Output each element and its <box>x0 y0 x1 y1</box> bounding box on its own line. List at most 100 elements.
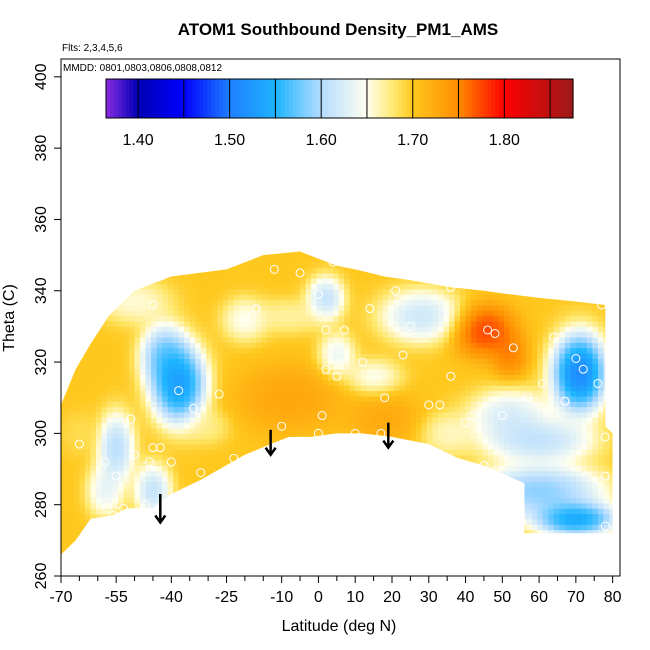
heatmap-cell <box>239 358 246 365</box>
heatmap-cell <box>95 406 102 413</box>
heatmap-cell <box>106 256 113 263</box>
heatmap-cell <box>140 288 147 295</box>
heatmap-cell <box>316 438 323 445</box>
heatmap-cell <box>217 438 224 445</box>
heatmap-cell <box>167 379 174 386</box>
heatmap-cell <box>151 342 158 349</box>
heatmap-cell <box>151 379 158 386</box>
heatmap-cell <box>366 272 373 279</box>
heatmap-cell <box>360 465 367 472</box>
heatmap-cell <box>255 470 262 477</box>
heatmap-cell <box>255 428 262 434</box>
heatmap-cell <box>79 524 86 531</box>
heatmap-cell <box>211 524 218 531</box>
heatmap-cell <box>487 251 494 253</box>
heatmap-cell <box>360 513 367 520</box>
heatmap-cell <box>228 256 235 263</box>
heatmap-cell <box>145 288 152 295</box>
heatmap-cell <box>471 288 478 295</box>
heatmap-cell <box>432 518 439 525</box>
heatmap-cell <box>460 508 467 515</box>
heatmap-cell <box>266 545 273 552</box>
heatmap-cell <box>493 353 500 360</box>
heatmap-cell <box>73 294 80 301</box>
heatmap-cell <box>68 444 75 450</box>
heatmap-cell <box>383 556 389 562</box>
heatmap-cell <box>294 417 301 424</box>
heatmap-cell <box>222 294 229 301</box>
heatmap-cell <box>498 353 505 360</box>
heatmap-cell <box>443 294 450 301</box>
heatmap-cell <box>151 331 158 338</box>
heatmap-cell <box>84 251 91 258</box>
heatmap-cell <box>250 385 257 392</box>
heatmap-cell <box>338 347 345 354</box>
heatmap-cell <box>382 411 389 418</box>
heatmap-cell <box>178 262 185 269</box>
heatmap-cell <box>426 508 433 515</box>
heatmap-cell <box>460 433 467 440</box>
heatmap-cell <box>493 534 500 541</box>
heatmap-cell <box>255 529 262 536</box>
heatmap-cell <box>509 508 516 515</box>
heatmap-cell <box>211 278 218 285</box>
heatmap-cell <box>272 433 279 440</box>
heatmap-cell <box>493 331 500 338</box>
heatmap-cell <box>233 283 240 290</box>
heatmap-cell <box>250 294 257 301</box>
heatmap-cell <box>283 331 290 338</box>
heatmap-cell <box>79 411 86 418</box>
heatmap-cell <box>426 449 433 456</box>
heatmap-cell <box>255 347 262 354</box>
heatmap-cell <box>272 438 279 445</box>
heatmap-cell <box>371 422 378 429</box>
heatmap-cell <box>250 411 257 418</box>
heatmap-cell <box>95 524 102 531</box>
heatmap-cell <box>454 551 461 555</box>
heatmap-cell <box>95 390 102 397</box>
heatmap-cell <box>338 497 345 504</box>
heatmap-cell <box>377 534 384 541</box>
heatmap-cell <box>360 283 367 290</box>
heatmap-cell <box>377 294 384 301</box>
heatmap-cell <box>118 534 125 541</box>
heatmap-cell <box>112 486 119 493</box>
heatmap-cell <box>211 486 218 493</box>
heatmap-cell <box>487 508 494 515</box>
heatmap-cell <box>233 379 240 386</box>
heatmap-cell <box>79 395 86 402</box>
heatmap-cell <box>344 508 351 515</box>
heatmap-cell <box>300 497 307 504</box>
heatmap-cell <box>283 299 290 306</box>
heatmap-cell <box>62 534 69 541</box>
heatmap-cell <box>460 476 467 483</box>
heatmap-cell <box>465 251 472 258</box>
heatmap-cell <box>200 347 207 354</box>
heatmap-cell <box>421 310 428 317</box>
heatmap-cell <box>62 417 69 424</box>
heatmap-cell <box>460 481 467 488</box>
heatmap-cell <box>377 374 384 381</box>
heatmap-cell <box>112 428 119 434</box>
heatmap-cell <box>349 417 356 424</box>
heatmap-cell <box>448 444 456 450</box>
heatmap-cell <box>504 299 511 306</box>
heatmap-cell <box>140 326 147 333</box>
heatmap-cell <box>322 331 329 338</box>
heatmap-cell <box>184 390 191 397</box>
heatmap-cell <box>371 321 378 327</box>
heatmap-cell <box>90 492 97 499</box>
heatmap-cell <box>118 310 125 317</box>
heatmap-cell <box>322 299 329 306</box>
heatmap-cell <box>311 486 318 493</box>
heatmap-cell <box>311 438 318 445</box>
heatmap-cell <box>61 454 64 461</box>
heatmap-cell <box>112 251 119 258</box>
heatmap-cell <box>333 556 339 562</box>
heatmap-cell <box>239 353 246 360</box>
heatmap-cell <box>211 449 218 456</box>
heatmap-cell <box>316 294 323 301</box>
heatmap-cell <box>255 267 262 274</box>
heatmap-cell <box>206 305 213 311</box>
heatmap-cell <box>112 353 119 360</box>
